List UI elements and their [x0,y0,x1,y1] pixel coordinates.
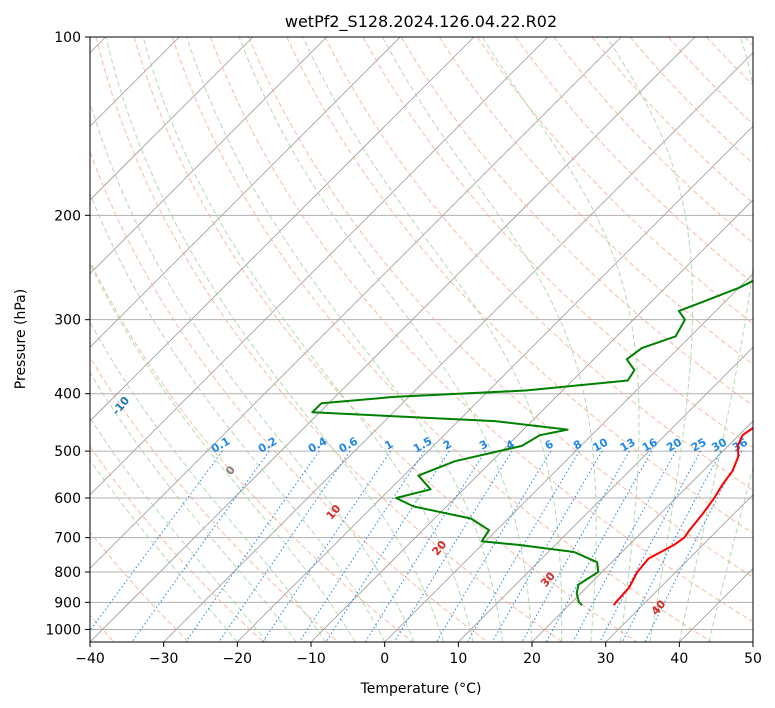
moist-adiabat-line [142,37,474,642]
x-axis-title: Temperature (°C) [360,681,482,697]
x-tick-label: 10 [449,651,467,667]
isotherm-line [163,52,753,642]
moist-adiabat-line [105,37,445,642]
y-tick-label: 800 [54,565,81,581]
y-tick-label: 100 [54,30,81,46]
isotherm-line [90,37,548,496]
moist-adiabat-line [381,37,597,642]
dry-adiabat-line [477,37,753,325]
mixing-ratio-line [572,450,677,642]
mixing-ratio-line [599,450,701,642]
x-tick-label: 50 [744,651,762,667]
moist-adiabat-line [90,459,238,642]
isotherm-line [605,494,753,642]
mixing-ratio-line [644,450,743,642]
y-tick-label: 900 [54,595,81,611]
moist-adiabat-line [606,37,694,642]
isotherm-line [90,37,254,201]
isotherm-line [237,125,753,642]
y-tick-label: 1000 [45,622,81,638]
moist-adiabat-line [238,37,533,642]
y-axis-title: Pressure (hPa) [13,289,29,389]
dry-adiabat-line [90,445,264,642]
moist-adiabat-line [90,192,386,642]
x-tick-label: −30 [149,651,179,667]
mixing-ratio-line [90,450,223,632]
moist-adiabat-line [302,37,563,642]
dry-adiabat-line [90,150,488,642]
moist-adiabats [90,37,753,642]
dry-adiabat-line [362,37,753,449]
moist-adiabat-line [186,37,503,642]
dry-adiabat-line [90,259,414,642]
isotherm-gridlines [90,37,753,642]
moist-adiabat-line [90,262,356,642]
y-tick-label: 500 [54,444,81,460]
isobar-gridlines [90,37,753,630]
x-tick-label: 20 [523,651,541,667]
x-tick-label: 30 [597,651,615,667]
dry-adiabat-line [171,37,712,642]
dry-adiabat-line [90,531,190,642]
moist-adiabat-line [90,321,327,642]
dewpoint-profile-line [311,279,753,606]
x-tick-label: −10 [296,651,326,667]
y-tick-label: 600 [54,491,81,507]
dry-adiabat-line [133,37,638,642]
mixing-ratio-line [521,450,630,642]
temperature-profile-line [612,426,753,606]
mixing-ratio-line [491,450,603,642]
y-tick-label: 300 [54,313,81,329]
y-tick-label: 400 [54,387,81,403]
dry-adiabat-line [286,37,753,534]
plot-frame [89,36,754,643]
x-tick-label: 40 [670,651,688,667]
y-tick-label: 700 [54,531,81,547]
dry-adiabat-line [95,37,563,642]
mixing-ratio-line [185,450,320,642]
dry-adiabat-line [400,37,753,407]
isotherm-line [90,37,401,348]
mixing-ratio-line [218,450,351,642]
dry-adiabat-line [210,37,753,623]
x-tick-label: 0 [380,651,389,667]
plot-area: 0.10.20.40.611.52346810131620253036-100-… [90,37,753,642]
dry-adiabat-line [324,37,753,491]
isotherm-line [90,37,622,569]
mixing-ratio-line [262,450,392,642]
y-axis: 100 200 300 400 500 600 700 800 900 1000 [45,30,90,638]
moist-adiabat-line [90,371,297,642]
y-tick-label: 200 [54,208,81,224]
moist-adiabat-line [708,466,753,642]
isotherm-line [90,37,475,422]
isotherm-line [531,420,753,642]
x-axis: −40 −30 −20 −10 0 10 20 30 40 50 [75,642,762,667]
mixing-ratio-line [621,450,722,642]
isotherm-line [90,37,327,275]
sounding-series [311,279,753,606]
chart-title: wetPf2_S128.2024.126.04.22.R02 [285,12,557,32]
mixing-ratio-line [298,450,425,642]
mixing-ratio-line [393,450,513,642]
mixing-ratio-lines [90,450,743,642]
moist-adiabat-line [90,417,268,642]
dry-adiabat-line [438,37,753,366]
mixing-ratio-line [545,450,653,642]
dry-adiabat-line [90,356,339,642]
isotherm-line [90,37,696,642]
x-tick-label: −20 [223,651,253,667]
isotherm-line [458,346,753,642]
moist-adiabat-line [481,37,640,642]
x-tick-label: −40 [75,651,105,667]
dry-adiabat-line [248,37,753,578]
